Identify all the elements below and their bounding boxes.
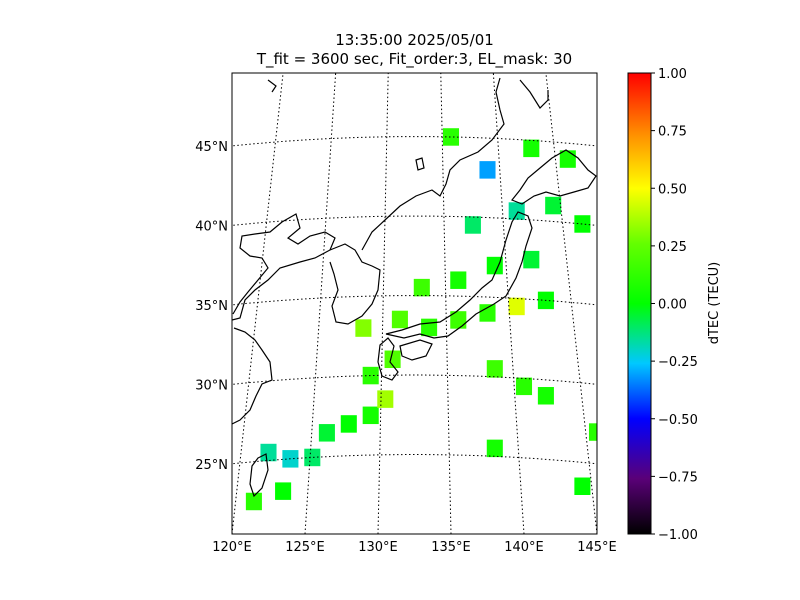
dtec-cell	[377, 390, 394, 408]
dtec-cell	[588, 423, 597, 441]
axis-labels: 120°E 125°E 130°E 135°E 140°E 145°E 45°N 40°N 35…	[195, 140, 617, 555]
dtec-cell	[384, 350, 401, 369]
dtec-cell	[391, 310, 408, 329]
dtec-cell	[318, 424, 335, 442]
colorbar-tick-label: 0.50	[658, 182, 687, 197]
lat-tick-label: 40°N	[195, 219, 228, 234]
dtec-cell	[442, 128, 460, 146]
dtec-cell	[450, 271, 467, 289]
dtec-cell	[559, 150, 576, 168]
colorbar-label: dTEC (TECU)	[707, 262, 722, 345]
colorbar-tick-label: 0.25	[658, 240, 687, 255]
dtec-cell	[486, 256, 503, 275]
longitude-line	[377, 73, 389, 534]
dtec-cell	[355, 319, 372, 337]
lon-tick-label: 125°E	[285, 540, 325, 555]
dtec-cell	[260, 443, 277, 462]
dtec-cell	[545, 196, 562, 215]
longitude-line	[232, 73, 284, 534]
dtec-cell	[362, 406, 379, 425]
colorbar-tick-label: −0.75	[658, 470, 698, 485]
lon-tick-label: 120°E	[212, 540, 252, 555]
dtec-cell	[464, 216, 481, 234]
lon-tick-label: 140°E	[504, 540, 544, 555]
graticule	[232, 73, 597, 534]
dtec-cell	[275, 482, 292, 500]
dtec-cell	[574, 215, 591, 233]
colorbar-tick-label: −1.00	[658, 528, 698, 543]
longitude-line	[492, 73, 525, 534]
dtec-cell	[523, 139, 540, 158]
colorbar	[627, 72, 652, 535]
latitude-line	[232, 374, 597, 385]
map-area	[232, 73, 597, 534]
dtec-cell	[245, 492, 262, 511]
lat-tick-label: 25°N	[195, 458, 228, 473]
latitude-line	[232, 136, 597, 147]
dtec-cell	[362, 366, 379, 385]
dtec-cell	[537, 387, 554, 405]
colorbar-tick-label: 1.00	[658, 67, 687, 82]
dtec-cell	[523, 250, 540, 269]
chart-title: 13:35:00 2025/05/01	[335, 31, 494, 49]
colorbar-ticks: 1.00 0.75 0.50 0.25 0.00 −0.25 −0.50 −0.75 −1.00	[651, 67, 698, 543]
longitude-line	[545, 73, 597, 534]
lon-tick-label: 135°E	[431, 540, 471, 555]
coastlines	[232, 77, 597, 498]
dtec-cell	[508, 297, 525, 316]
dtec-cell	[479, 304, 496, 322]
dtec-cell	[304, 448, 321, 467]
dtec-cell	[486, 360, 503, 378]
dtec-cell	[515, 377, 533, 396]
lat-tick-label: 30°N	[195, 378, 228, 393]
colorbar-tick-label: −0.50	[658, 413, 698, 428]
chart-subtitle: T_fit = 3600 sec, Fit_order:3, EL_mask: …	[256, 50, 573, 68]
dtec-cell	[486, 439, 503, 458]
lat-tick-label: 45°N	[195, 140, 228, 155]
latitude-line	[232, 454, 597, 465]
latitude-line	[232, 295, 597, 306]
colorbar-tick-label: 0.00	[658, 298, 687, 313]
dtec-data-layer	[245, 128, 597, 511]
dtec-cell	[450, 311, 467, 329]
lon-tick-label: 130°E	[358, 540, 398, 555]
dtec-cell	[508, 202, 525, 220]
dtec-cell	[479, 161, 496, 179]
longitude-line	[440, 73, 452, 534]
lat-tick-label: 35°N	[195, 299, 228, 314]
longitude-line	[304, 73, 337, 534]
dtec-cell	[574, 477, 591, 495]
map-frame	[231, 72, 598, 535]
dtec-cell	[340, 415, 357, 433]
dtec-cell	[413, 278, 430, 297]
latitude-line	[232, 215, 597, 226]
colorbar-tick-label: −0.25	[658, 355, 698, 370]
lon-tick-label: 145°E	[577, 540, 617, 555]
colorbar-tick-label: 0.75	[658, 125, 687, 140]
dtec-cell	[421, 318, 438, 337]
